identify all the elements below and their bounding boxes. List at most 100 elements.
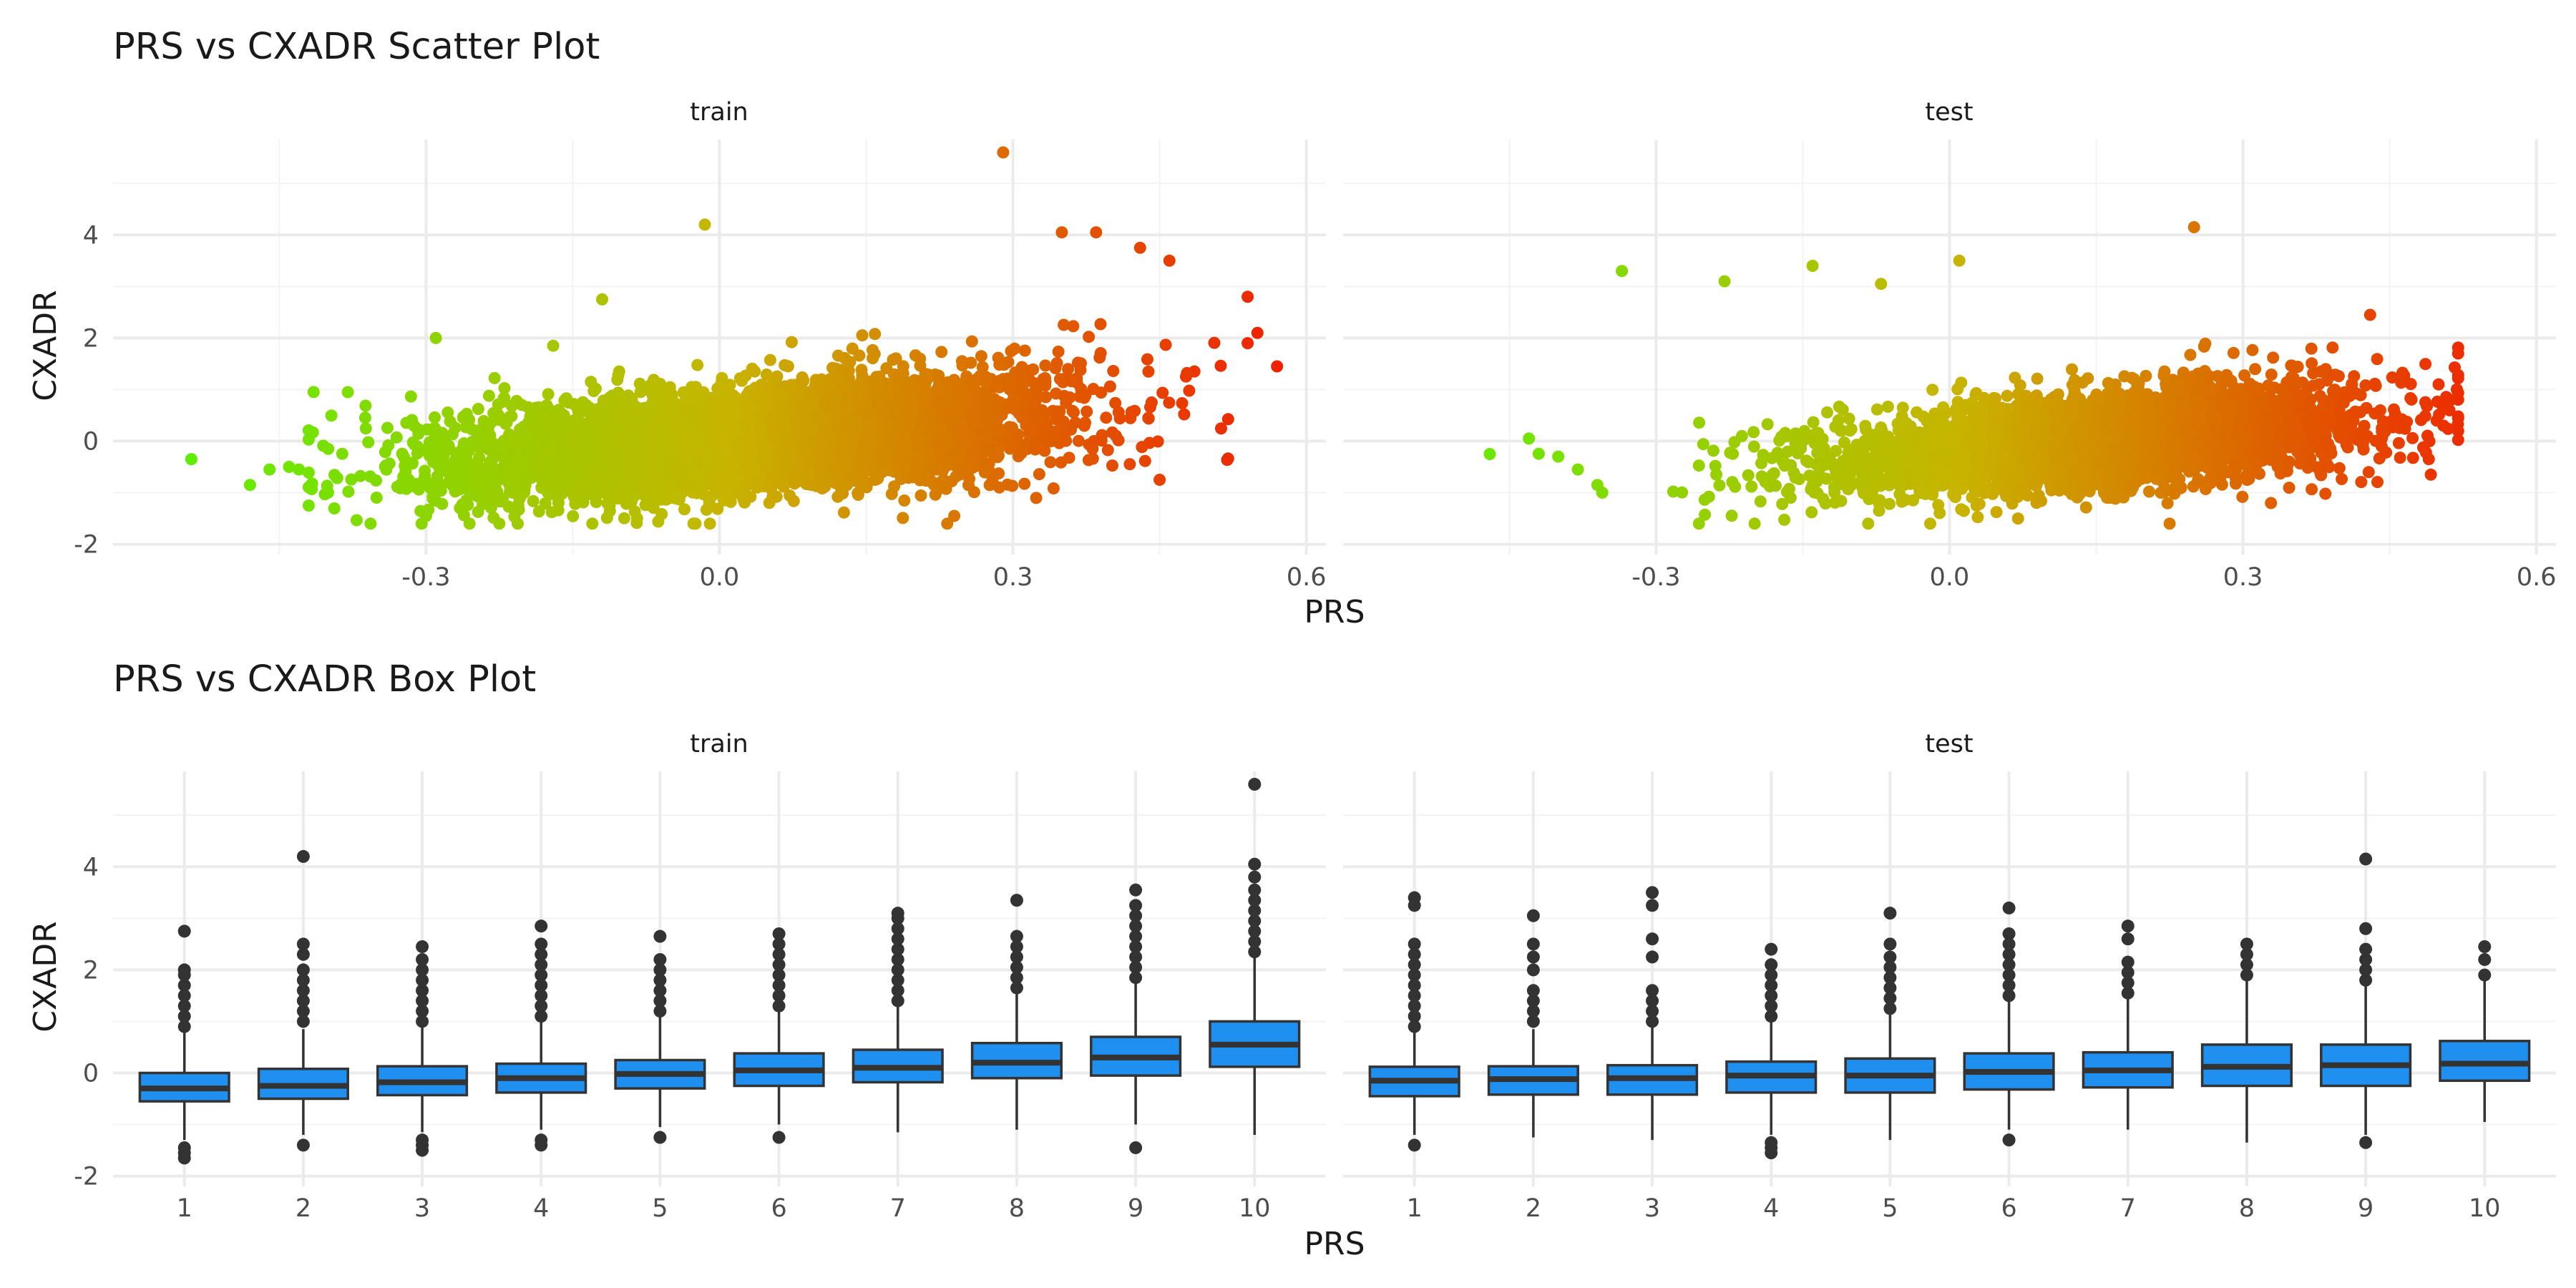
scatter-point: [691, 358, 704, 371]
scatter-point: [935, 475, 947, 488]
scatter-point: [542, 388, 555, 401]
scatter-point: [475, 479, 488, 492]
scatter-point: [630, 517, 643, 530]
scatter-point: [842, 364, 855, 377]
scatter-point: [1156, 386, 1169, 399]
scatter-point: [1065, 375, 1078, 388]
scatter-point: [359, 399, 372, 412]
scatter-point: [1123, 458, 1136, 471]
scatter-point: [465, 488, 478, 501]
scatter-point: [362, 436, 375, 449]
scatter-point: [856, 329, 869, 342]
scatter-point: [342, 485, 355, 498]
scatter-point: [577, 496, 590, 509]
scatter-point: [449, 421, 462, 434]
scatter-point: [1221, 452, 1234, 465]
scatter-point: [1052, 346, 1065, 358]
scatter-point: [1030, 492, 1043, 504]
scatter-point: [485, 416, 498, 429]
scatter-point: [527, 494, 540, 507]
scatter-point: [929, 488, 942, 501]
scatter-point: [1039, 379, 1052, 392]
scatter-point: [1145, 396, 1158, 409]
scatter-point: [897, 360, 909, 373]
scatter-point: [853, 349, 866, 362]
scatter-point: [404, 390, 417, 403]
scatter-point: [400, 482, 413, 495]
scatter-point: [498, 382, 511, 394]
box-chart-title: PRS vs CXADR Box Plot: [113, 658, 536, 701]
scatter-point: [628, 505, 641, 518]
scatter-point: [1094, 347, 1107, 359]
scatter-point: [419, 464, 431, 477]
scatter-point: [1176, 397, 1189, 409]
scatter-point: [1094, 318, 1107, 331]
scatter-point: [328, 469, 341, 482]
scatter-point: [1018, 477, 1031, 490]
scatter-point: [715, 376, 728, 389]
scatter-point: [1138, 454, 1151, 467]
scatter-point: [867, 352, 879, 365]
scatter-point: [1163, 396, 1176, 409]
scatter-point: [302, 467, 315, 479]
scatter-point: [1067, 320, 1080, 333]
scatter-point: [935, 384, 948, 397]
scatter-point: [1047, 482, 1060, 494]
scatter-point: [880, 362, 893, 375]
scatter-point: [427, 456, 440, 469]
scatter-point: [992, 351, 1005, 364]
scatter-point: [406, 436, 419, 449]
scatter-point: [1048, 430, 1060, 443]
scatter-point: [687, 517, 700, 530]
box-facet-label-train: train: [690, 730, 748, 758]
scatter-point: [381, 421, 394, 434]
scatter-chart-title: PRS vs CXADR Scatter Plot: [113, 26, 600, 68]
scatter-point: [577, 396, 590, 409]
scatter-point: [703, 517, 716, 530]
scatter-point: [1036, 434, 1049, 447]
scatter-point: [1040, 391, 1052, 404]
scatter-point: [1050, 357, 1063, 369]
scatter-point: [975, 350, 987, 363]
scatter-point: [898, 494, 911, 507]
scatter-point: [1178, 408, 1191, 421]
scatter-point: [590, 382, 602, 395]
scatter-point: [1214, 359, 1227, 372]
scatter-point: [1033, 468, 1045, 481]
scatter-point: [532, 505, 545, 518]
scatter-point: [1106, 426, 1118, 439]
scatter-point: [1142, 365, 1155, 378]
scatter-point: [833, 478, 846, 491]
scatter-point: [889, 352, 902, 365]
scatter-point: [697, 386, 710, 399]
scatter-point: [785, 336, 798, 348]
scatter-point: [396, 447, 409, 460]
scatter-point: [1103, 380, 1116, 393]
scatter-point: [612, 369, 625, 381]
scatter-point: [1141, 353, 1153, 366]
box-x-axis-label: PRS: [1304, 1226, 1365, 1262]
scatter-point: [1015, 447, 1028, 459]
scatter-point: [358, 411, 371, 424]
scatter-point: [967, 486, 980, 499]
scatter-point: [1221, 413, 1234, 426]
scatter-point: [1038, 444, 1051, 457]
scatter-point: [482, 389, 495, 402]
scatter-point: [826, 361, 839, 374]
scatter-point: [1058, 318, 1070, 331]
scatter-point: [325, 409, 338, 422]
scatter-x-axis-label: PRS: [1304, 594, 1365, 630]
scatter-point: [441, 406, 454, 419]
scatter-point: [1142, 411, 1155, 424]
scatter-point: [1100, 411, 1113, 424]
scatter-point: [885, 487, 898, 500]
scatter-point: [1062, 363, 1075, 376]
box-facet-label-test: test: [1925, 730, 1973, 758]
scatter-point: [779, 358, 791, 371]
scatter-point: [618, 512, 630, 525]
scatter-point: [1083, 331, 1096, 343]
scatter-point: [935, 346, 948, 358]
scatter-point: [412, 423, 425, 436]
